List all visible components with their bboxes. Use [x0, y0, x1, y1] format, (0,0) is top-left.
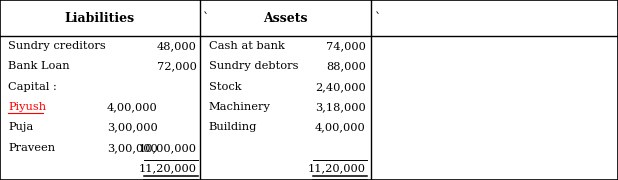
- Text: Puja: Puja: [8, 122, 33, 132]
- Text: 3,00,000: 3,00,000: [107, 122, 158, 132]
- Text: 48,000: 48,000: [156, 41, 197, 51]
- Text: Piyush: Piyush: [8, 102, 46, 112]
- Text: `: `: [203, 12, 210, 24]
- Text: Sundry debtors: Sundry debtors: [209, 62, 298, 71]
- Text: 88,000: 88,000: [326, 62, 366, 71]
- Text: Praveen: Praveen: [8, 143, 55, 153]
- Text: Bank Loan: Bank Loan: [8, 62, 70, 71]
- Text: Sundry creditors: Sundry creditors: [8, 41, 106, 51]
- Text: 3,00,000: 3,00,000: [107, 143, 158, 153]
- Text: 11,20,000: 11,20,000: [308, 163, 366, 173]
- Text: 4,00,000: 4,00,000: [315, 122, 366, 132]
- Text: Machinery: Machinery: [209, 102, 271, 112]
- Text: 2,40,000: 2,40,000: [315, 82, 366, 92]
- Text: Stock: Stock: [209, 82, 242, 92]
- Text: Liabilities: Liabilities: [65, 12, 135, 24]
- Text: 4,00,000: 4,00,000: [107, 102, 158, 112]
- Text: 72,000: 72,000: [156, 62, 197, 71]
- Text: 11,20,000: 11,20,000: [138, 163, 197, 173]
- Text: Cash at bank: Cash at bank: [209, 41, 285, 51]
- Text: Assets: Assets: [263, 12, 308, 24]
- Text: Capital :: Capital :: [8, 82, 57, 92]
- Text: Building: Building: [209, 122, 257, 132]
- Text: 3,18,000: 3,18,000: [315, 102, 366, 112]
- Text: 74,000: 74,000: [326, 41, 366, 51]
- Text: 10,00,000: 10,00,000: [138, 143, 197, 153]
- Text: `: `: [375, 12, 381, 24]
